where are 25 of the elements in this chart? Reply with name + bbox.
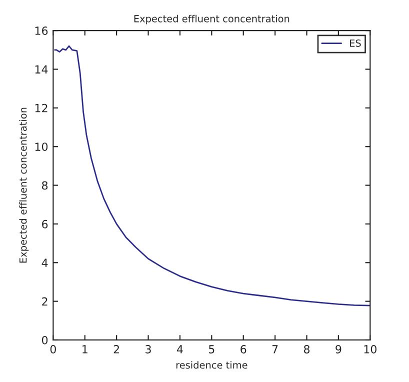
x-tick-label: 3 <box>146 345 151 354</box>
legend-label: ES <box>350 39 361 47</box>
x-tick-label: 10 <box>364 345 376 354</box>
y-tick-label: 12 <box>35 104 48 112</box>
y-tick-label: 4 <box>42 258 48 267</box>
y-tick-label: 10 <box>35 142 48 151</box>
x-tick-label: 6 <box>240 345 246 354</box>
y-tick-label: 2 <box>42 297 48 306</box>
x-tick-label: 2 <box>114 345 119 354</box>
x-axis-title: residence time <box>176 361 248 369</box>
y-tick-label: 16 <box>35 26 48 35</box>
x-tick-label: 8 <box>304 345 310 354</box>
y-tick-label: 14 <box>35 65 48 74</box>
x-tick-label: 7 <box>272 345 278 354</box>
y-tick-label: 0 <box>42 336 48 344</box>
x-tick-label: 1 <box>82 345 88 354</box>
x-tick-label: 5 <box>208 345 214 354</box>
x-tick-label: 9 <box>336 345 342 354</box>
y-tick-label: 8 <box>42 181 48 190</box>
chart-title: Expected effluent concentration <box>134 14 290 24</box>
line-series <box>54 45 370 306</box>
x-tick-label: 0 <box>50 345 56 354</box>
y-axis-title: Expected effluent concentration <box>19 108 29 263</box>
y-tick-label: 6 <box>42 220 48 228</box>
x-tick-label: 4 <box>176 345 183 354</box>
